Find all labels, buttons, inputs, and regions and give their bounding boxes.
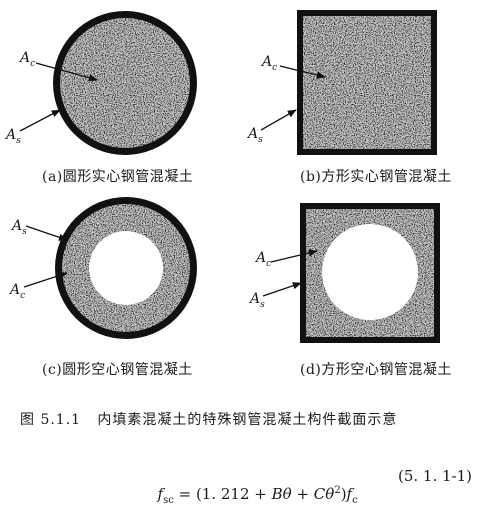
equation-number: (5. 1. 1-1) (398, 467, 473, 485)
panel-d-steel-label: As (250, 291, 265, 310)
eq-C: C (313, 485, 326, 503)
panel-d-concrete-arrow (270, 249, 318, 263)
panel-c-caption: (c)圆形空心钢管混凝土 (42, 362, 193, 378)
panel-d-concrete-label: Ac (256, 250, 272, 269)
eq-rhs-prefix: = (1. 212 + (173, 485, 272, 503)
eq-theta2: θ (325, 485, 335, 503)
panel-c-steel-label: As (12, 218, 27, 237)
panel-b-concrete-arrow (279, 65, 326, 79)
panel-d-steel-arrow (262, 282, 302, 297)
panel-a-section (53, 11, 197, 155)
panel-d-caption: (d)方形空心钢管混凝土 (300, 362, 452, 378)
panel-d-section (300, 203, 440, 343)
panel-b-section (297, 10, 437, 155)
figure-caption: 图 5.1.1 内填素混凝土的特殊钢管混凝土构件截面示意 (20, 412, 398, 428)
panel-b-caption: (b)方形实心钢管混凝土 (300, 169, 452, 185)
panel-a-concrete-label: Ac (20, 50, 36, 69)
eq-exp: 2 (334, 485, 341, 496)
panel-c-hollow-core (89, 231, 163, 305)
panel-a-steel-arrow (19, 109, 61, 132)
panel-b-concrete-label: Ac (262, 54, 278, 73)
panel-a-concrete-arrow (35, 62, 98, 82)
panel-a-steel-label: As (6, 127, 21, 146)
panel-c-section (55, 197, 197, 339)
eq-fc: f (346, 485, 353, 503)
panel-a-concrete-core (60, 18, 190, 148)
panel-c-concrete-label: Ac (10, 282, 26, 301)
eq-fc-sub: c (352, 495, 358, 506)
eq-B: B (271, 485, 283, 503)
panel-c-concrete-arrow (23, 272, 68, 288)
panel-b-concrete-core (303, 16, 431, 149)
panel-a-caption: (a)圆形实心钢管混凝土 (42, 169, 194, 185)
eq-theta: θ (282, 485, 292, 503)
equation: fsc = (1. 212 + Bθ + Cθ2)fc (148, 467, 358, 506)
figure-illustration (19, 10, 440, 343)
eq-lhs-sub: sc (163, 495, 174, 506)
panel-b-steel-arrow (260, 109, 297, 131)
panel-c-steel-arrow (25, 225, 68, 241)
panel-b-steel-label: As (248, 126, 263, 145)
eq-rparen: ) (340, 485, 347, 503)
eq-plus: + (291, 485, 314, 503)
panel-d-hollow-core (322, 224, 418, 320)
eq-lhs: f (157, 485, 164, 503)
